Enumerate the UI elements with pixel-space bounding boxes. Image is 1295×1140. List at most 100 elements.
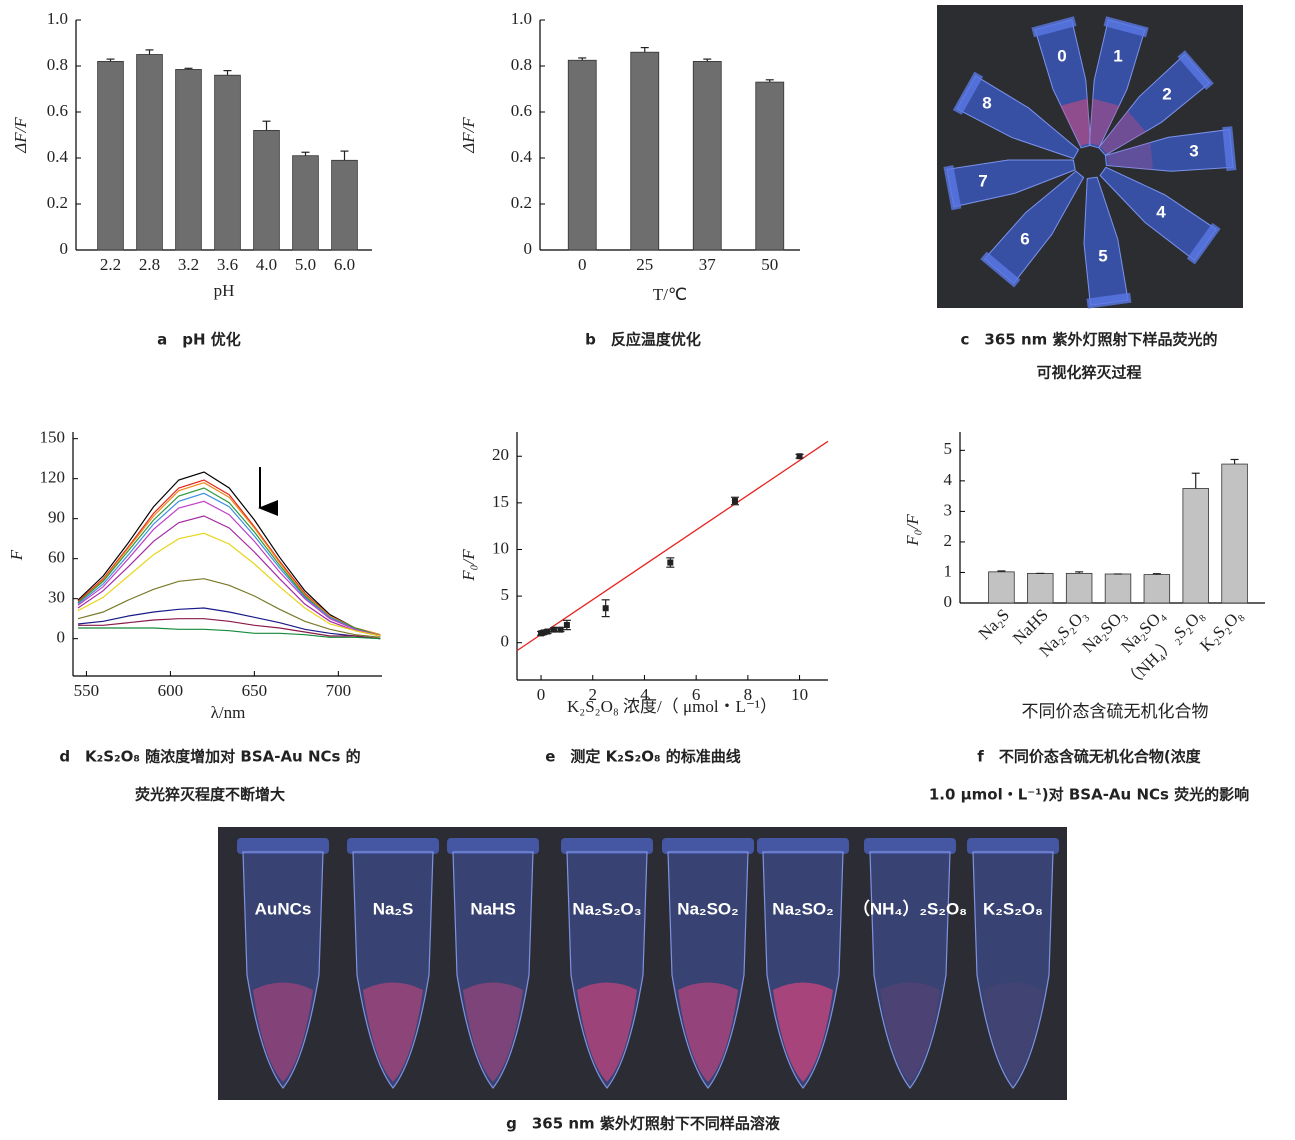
x-tick-label: 3.2: [178, 255, 199, 274]
caption: b 反应温度优化: [585, 331, 701, 349]
photo-label: 0: [1057, 46, 1066, 65]
y-tick-label: 60: [48, 548, 65, 567]
bar: [693, 61, 721, 250]
photo-label: Na₂SO₂: [677, 899, 738, 918]
x-tick-label: 700: [326, 681, 352, 700]
bar: [254, 130, 280, 250]
y-tick-label: 5: [501, 585, 510, 604]
bar: [215, 75, 241, 250]
y-tick-label: 4: [944, 470, 953, 489]
point: [551, 627, 557, 633]
y-tick-label: 0.8: [47, 55, 68, 74]
photo-label: 6: [1020, 229, 1029, 248]
error-bar: [146, 50, 154, 55]
photo-label: 4: [1156, 202, 1166, 221]
caption: c 365 nm 紫外灯照射下样品荧光的: [961, 331, 1218, 349]
caption: f 不同价态含硫无机化合物(浓度: [977, 748, 1201, 766]
y-tick-label: 3: [944, 500, 953, 519]
error-bar: [641, 48, 649, 53]
y-tick-label: 10: [492, 538, 509, 557]
x-tick-label: 37: [699, 255, 717, 274]
caption: 可视化猝灭过程: [1036, 364, 1141, 382]
photo-label: （NH₄）₂S₂O₈: [853, 898, 967, 918]
spectrum-line: [78, 488, 380, 636]
bar: [989, 572, 1015, 603]
point: [557, 627, 563, 633]
photo-label: 8: [982, 93, 991, 112]
bar: [176, 69, 202, 250]
x-axis-label: T/℃: [653, 285, 687, 304]
x-tick-label: 2.8: [139, 255, 160, 274]
x-tick-label: 650: [242, 681, 268, 700]
y-tick-label: 1.0: [47, 9, 68, 28]
y-axis-label: ΔF/F: [11, 117, 30, 154]
y-tick-label: 0.4: [47, 147, 69, 166]
point: [545, 629, 551, 635]
x-tick-label: 4.0: [256, 255, 277, 274]
point: [564, 622, 570, 628]
photo-label: Na₂S: [373, 899, 414, 918]
spectrum-line: [78, 501, 380, 636]
x-axis-label: 不同价态含硫无机化合物: [1022, 702, 1209, 721]
y-tick-label: 120: [40, 468, 66, 487]
x-tick-label: K₂S₂O₈: [1196, 605, 1246, 655]
bar: [1027, 573, 1053, 603]
x-axis-label: K₂S₂O₈ 浓度/（ μmol・L⁻¹）: [567, 697, 777, 716]
x-tick-label: 50: [761, 255, 778, 274]
page: 00.20.40.60.81.0pHΔF/Fa pH 优化2.22.83.23.…: [0, 0, 1295, 1135]
y-tick-label: 0: [524, 239, 533, 258]
bar: [1222, 464, 1248, 603]
y-tick-label: 0: [501, 632, 510, 651]
photo-label: K₂S₂O₈: [983, 899, 1043, 918]
point: [797, 453, 803, 459]
y-axis-label: F: [7, 549, 26, 561]
y-tick-label: 0.2: [511, 193, 532, 212]
bar: [98, 61, 124, 250]
y-tick-label: 0.6: [47, 101, 68, 120]
y-tick-label: 0.2: [47, 193, 68, 212]
figure: 00.20.40.60.81.0pHΔF/Fa pH 优化2.22.83.23.…: [0, 0, 1295, 1135]
x-tick-label: 550: [74, 681, 100, 700]
photo-label: Na₂SO₂: [772, 899, 833, 918]
point: [603, 605, 609, 611]
caption: e 测定 K₂S₂O₈ 的标准曲线: [545, 748, 741, 766]
caption: 荧光猝灭程度不断增大: [135, 786, 285, 804]
bar: [1105, 574, 1131, 603]
y-axis-label: F₀/F: [459, 549, 478, 582]
y-tick-label: 0.6: [511, 101, 532, 120]
bar: [293, 156, 319, 250]
bar: [568, 60, 596, 250]
x-tick-label: Na₂S: [975, 605, 1013, 643]
x-tick-label: 6.0: [334, 255, 355, 274]
point: [667, 560, 673, 566]
error-bar: [224, 71, 232, 76]
x-axis-label: pH: [214, 281, 235, 300]
fit-line: [517, 441, 828, 650]
x-tick-label: 3.6: [217, 255, 238, 274]
x-tick-label: 0: [578, 255, 587, 274]
y-tick-label: 0: [60, 239, 69, 258]
spectrum-line: [78, 619, 380, 639]
caption: d K₂S₂O₈ 随浓度增加对 BSA-Au NCs 的: [59, 748, 360, 766]
caption: a pH 优化: [157, 331, 241, 349]
y-tick-label: 1.0: [511, 9, 532, 28]
point: [732, 498, 738, 504]
photo-label: AuNCs: [255, 899, 312, 918]
bar: [1144, 575, 1170, 603]
photo-label: 5: [1098, 246, 1107, 265]
y-tick-label: 20: [492, 445, 509, 464]
y-tick-label: 30: [48, 588, 65, 607]
error-bar: [302, 152, 310, 155]
x-tick-label: 10: [791, 685, 808, 704]
y-tick-label: 15: [492, 492, 509, 511]
bar: [631, 52, 659, 250]
x-tick-label: 600: [158, 681, 184, 700]
y-tick-label: 90: [48, 508, 65, 527]
photo-label: NaHS: [470, 899, 515, 918]
error-bar: [341, 151, 349, 160]
photo-label: Na₂S₂O₃: [572, 899, 641, 918]
y-tick-label: 0: [57, 628, 66, 647]
caption: 1.0 μmol・L⁻¹)对 BSA-Au NCs 荧光的影响: [929, 786, 1249, 804]
error-bar: [1192, 473, 1200, 488]
photo-label: 2: [1162, 84, 1171, 103]
